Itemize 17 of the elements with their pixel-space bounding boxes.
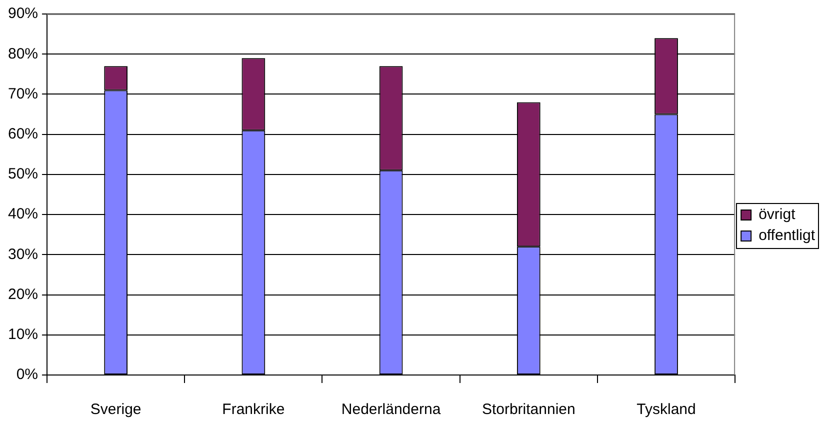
x-tick-label: Sverige	[90, 401, 142, 418]
legend-label: offentligt	[758, 227, 816, 244]
legend-label: övrigt	[758, 206, 796, 224]
y-tick-label: 70%	[8, 85, 38, 102]
x-tick-label: Nederländerna	[341, 401, 442, 418]
y-tick-label: 10%	[8, 326, 38, 344]
y-tick-label: 50%	[8, 166, 38, 183]
x-tick-label: Tyskland	[636, 401, 696, 418]
y-tick-label: 40%	[8, 206, 38, 223]
y-tick-label: 20%	[8, 286, 38, 303]
y-tick-label: 0%	[16, 366, 38, 384]
y-tick-label: 30%	[8, 246, 38, 263]
x-tick-label: Storbritannien	[482, 401, 576, 418]
y-tick-label: 90%	[8, 5, 38, 22]
x-tick-label: Frankrike	[222, 401, 285, 418]
y-tick-label: 60%	[8, 125, 38, 142]
y-tick-label: 80%	[8, 45, 38, 62]
